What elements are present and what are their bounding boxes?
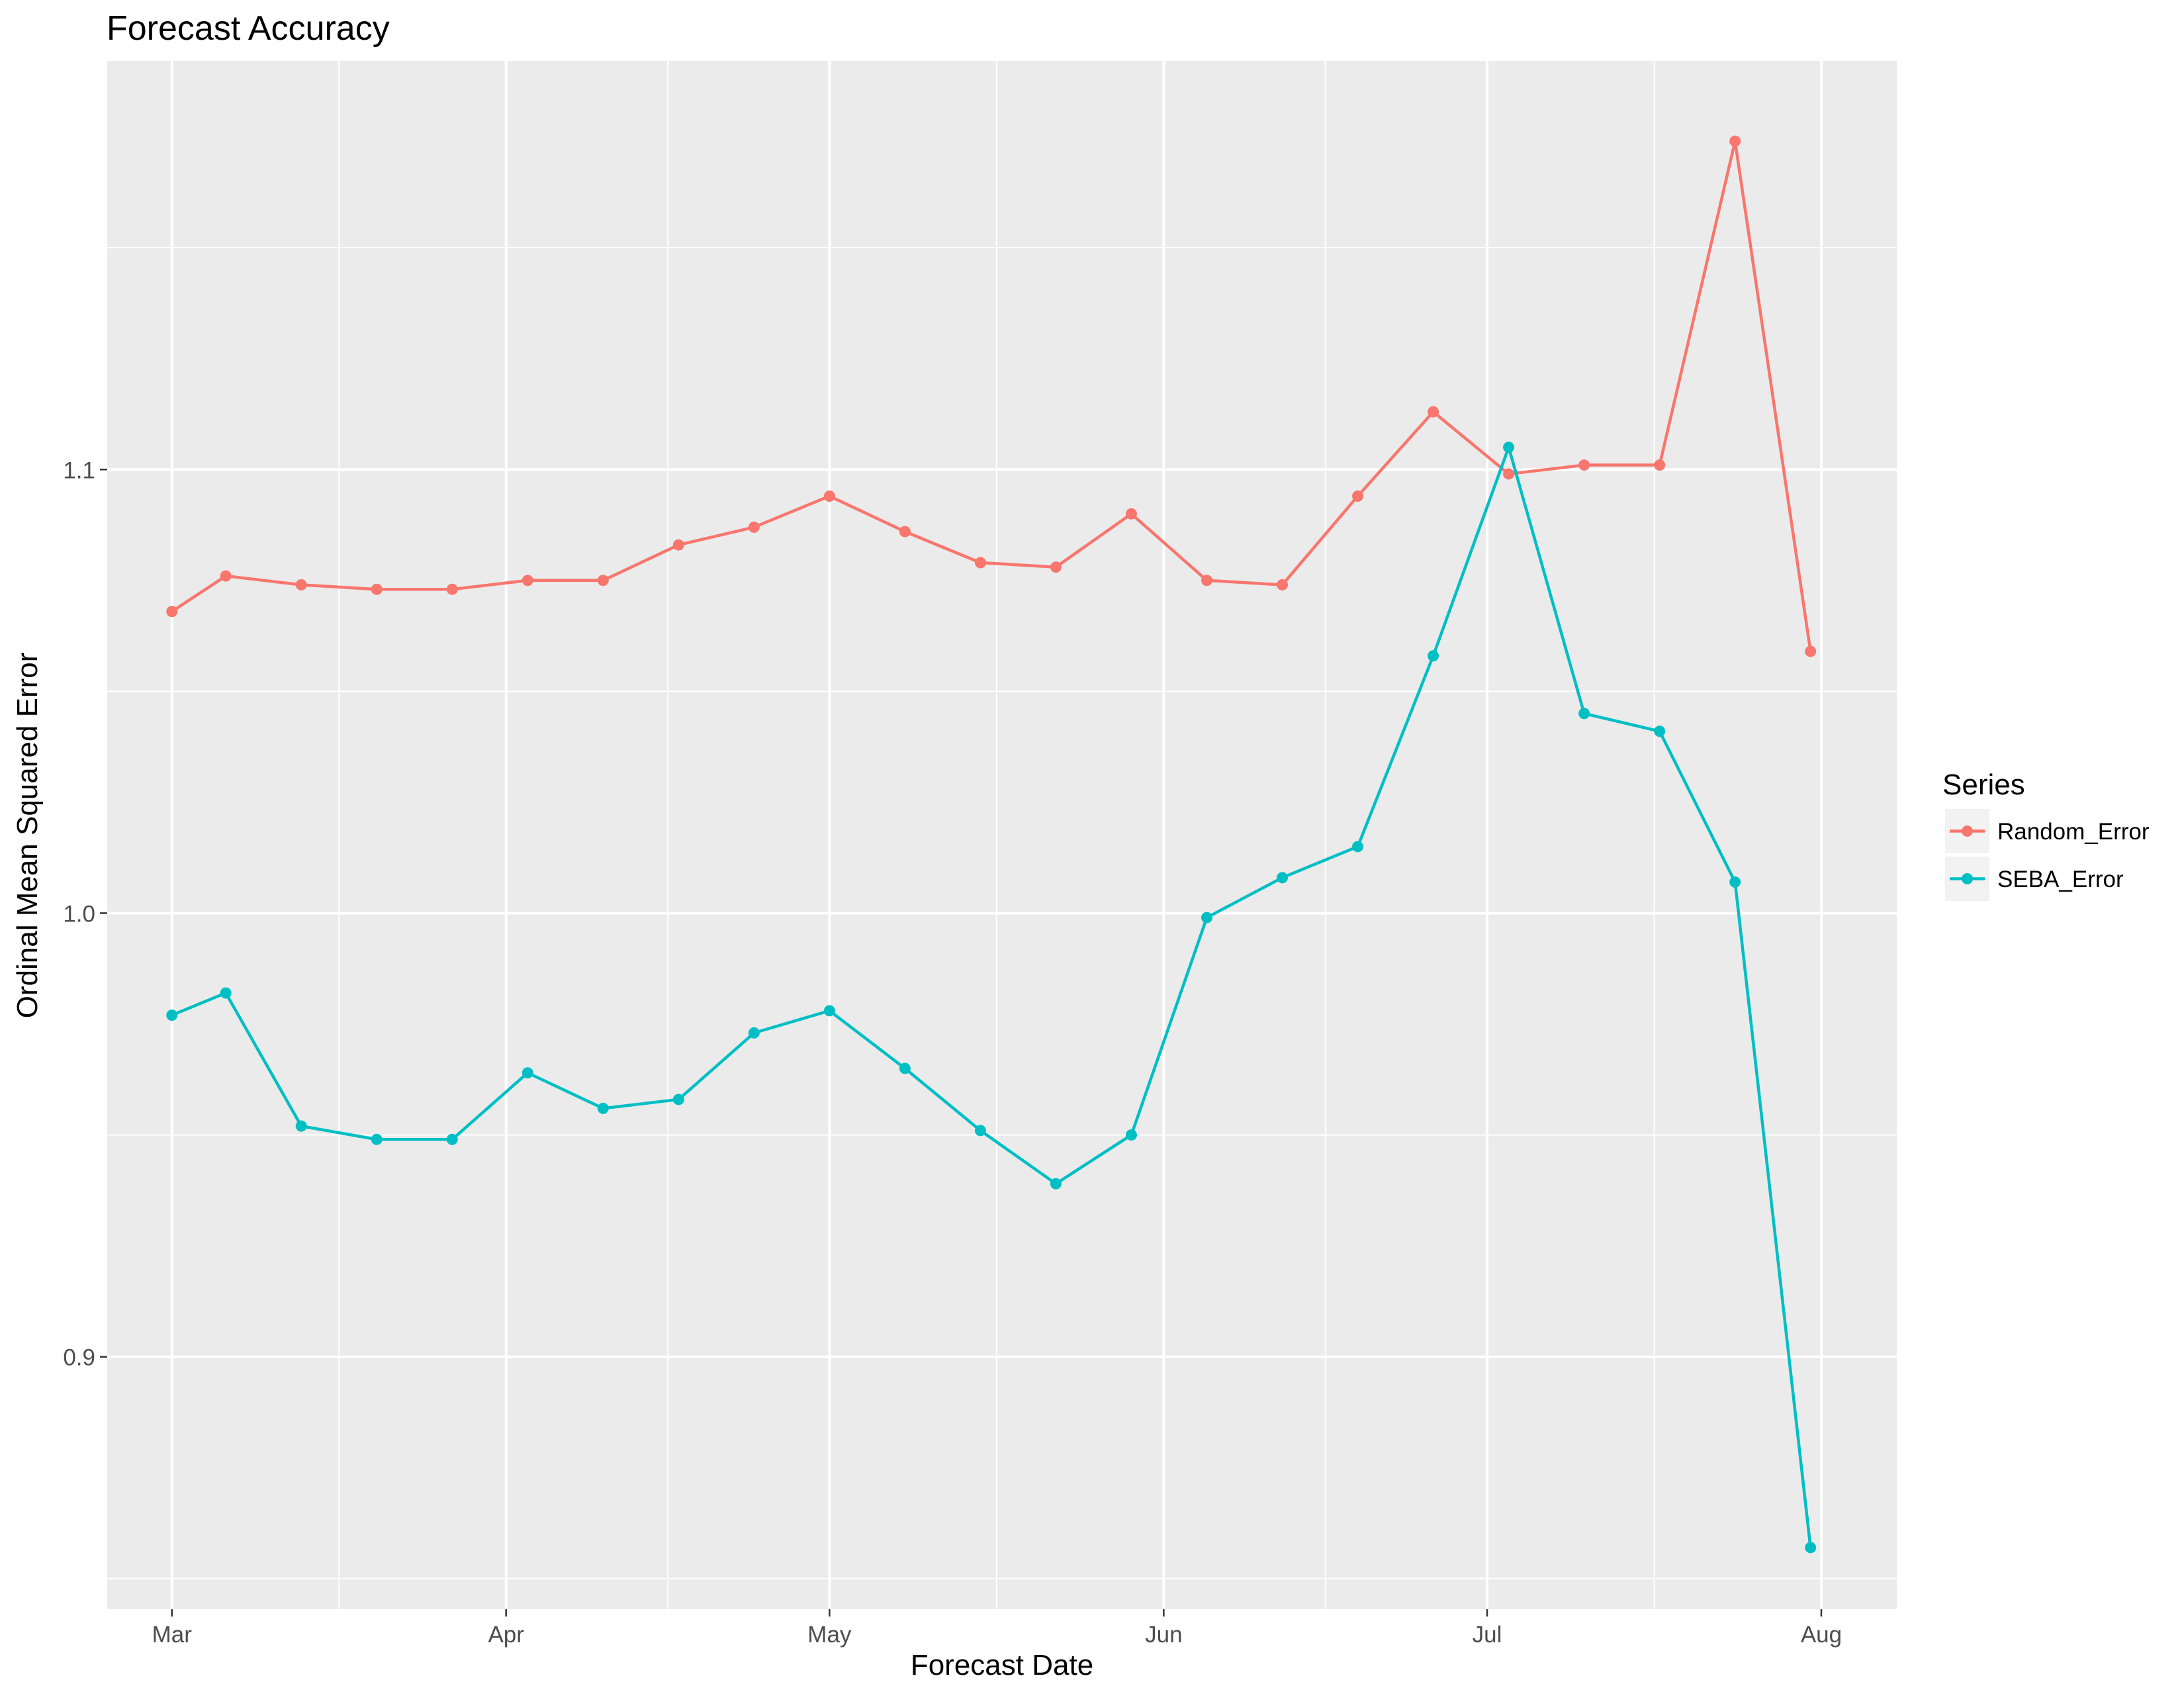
- y-axis: 0.9 1.0 1.1: [63, 457, 107, 1371]
- random-error-legend-marker: [1962, 825, 1973, 837]
- random-error-point: [974, 557, 986, 569]
- random-error-point: [597, 575, 609, 586]
- seba-error-point: [597, 1102, 609, 1114]
- seba-error-point: [295, 1120, 307, 1132]
- seba-error-point: [1352, 841, 1364, 853]
- random-error-point: [1729, 135, 1741, 147]
- random-error-point: [1352, 490, 1364, 502]
- random-error-point: [672, 539, 684, 551]
- seba-error-point: [1125, 1129, 1137, 1141]
- seba-error-point: [974, 1125, 986, 1137]
- y-tick-label: 0.9: [63, 1345, 95, 1371]
- seba-error-point: [1805, 1542, 1817, 1554]
- random-error-point: [1125, 508, 1137, 520]
- x-tick-label: Jul: [1473, 1622, 1502, 1648]
- seba-error-point: [166, 1009, 178, 1021]
- seba-error-point: [220, 987, 232, 999]
- x-tick-label: Aug: [1801, 1622, 1842, 1648]
- random-error-point: [899, 526, 911, 538]
- random-error-point: [748, 521, 760, 533]
- x-tick-label: Mar: [152, 1622, 193, 1648]
- random-error-point: [1654, 459, 1666, 471]
- minor-gridlines: [107, 61, 1897, 1609]
- seba-error-point: [1050, 1178, 1062, 1190]
- random-error-point: [1578, 459, 1590, 471]
- x-axis-title: Forecast Date: [911, 1649, 1093, 1681]
- legend-label: Random_Error: [1997, 819, 2150, 845]
- random-error-point: [166, 606, 178, 618]
- random-error-point: [1428, 406, 1439, 418]
- legend-label: SEBA_Error: [1997, 867, 2124, 892]
- random-error-point: [1050, 561, 1062, 573]
- x-tick-label: May: [807, 1622, 852, 1648]
- seba-error-point: [748, 1027, 760, 1039]
- x-axis: Mar Apr May Jun Jul Aug: [152, 1609, 1842, 1648]
- random-error-point: [522, 575, 533, 586]
- legend: Series Random_Error SEBA_Error: [1942, 769, 2150, 901]
- random-error-point: [446, 583, 458, 595]
- seba-error-point: [446, 1133, 458, 1145]
- legend-title: Series: [1942, 769, 2025, 801]
- seba-error-point: [1503, 442, 1515, 453]
- chart-title: Forecast Accuracy: [107, 9, 390, 48]
- plot-panel: [107, 61, 1897, 1609]
- random-error-point: [1201, 575, 1212, 586]
- seba-error-point: [1201, 912, 1212, 923]
- seba-error-point: [1277, 872, 1289, 884]
- seba-error-point: [672, 1094, 684, 1105]
- random-error-point: [1277, 579, 1289, 591]
- x-tick-label: Apr: [488, 1622, 524, 1648]
- seba-error-point: [1654, 726, 1666, 737]
- random-error-point: [1805, 645, 1817, 657]
- y-tick-label: 1.1: [63, 457, 95, 483]
- seba-error-point: [823, 1005, 835, 1017]
- seba-error-point: [1578, 708, 1590, 720]
- seba-error-point: [1428, 650, 1439, 662]
- random-error-point: [295, 579, 307, 591]
- seba-error-legend-marker: [1962, 873, 1973, 884]
- random-error-point: [220, 570, 232, 582]
- series-points: [166, 135, 1817, 1554]
- major-gridlines: [107, 61, 1897, 1609]
- y-tick-label: 1.0: [63, 901, 95, 927]
- random-error-point: [371, 583, 383, 595]
- seba-error-point: [371, 1133, 383, 1145]
- y-axis-title: Ordinal Mean Squared Error: [11, 653, 44, 1019]
- seba-error-point: [522, 1067, 533, 1079]
- seba-error-point: [1729, 876, 1741, 888]
- random-error-point: [1503, 468, 1515, 480]
- random-error-point: [823, 490, 835, 502]
- seba-error-point: [899, 1062, 911, 1074]
- x-tick-label: Jun: [1145, 1622, 1182, 1648]
